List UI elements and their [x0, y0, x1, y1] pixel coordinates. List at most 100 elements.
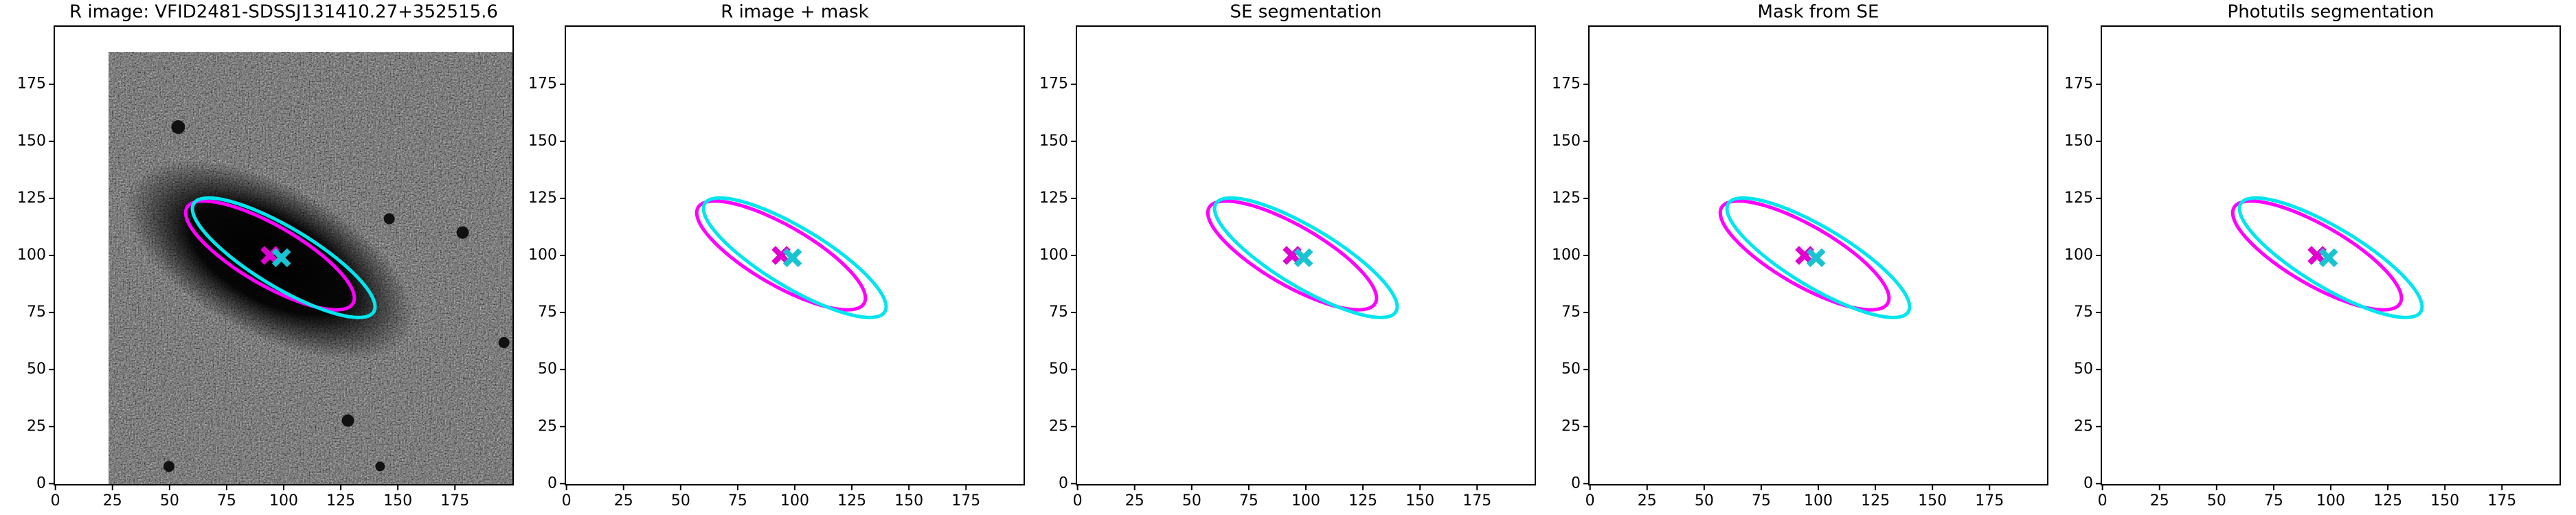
y-tick-label: 75 — [2074, 304, 2093, 321]
panel: R image + mask 0 25 50 75 100 125 150 175 0 25 50 75… — [528, 2, 1025, 510]
star — [163, 461, 174, 472]
segment-blob — [1081, 448, 1090, 457]
x-tick-label: 125 — [326, 492, 355, 510]
segment — [2182, 158, 2434, 352]
fit-ellipse — [694, 199, 868, 312]
star — [498, 336, 510, 348]
mask-region — [1851, 400, 1910, 454]
x-tick-label: 50 — [1695, 492, 1714, 510]
x-tick-label: 100 — [2316, 492, 2345, 510]
segment-blob — [1390, 216, 1396, 222]
mask-region — [1959, 218, 2031, 273]
x-tick-label: 75 — [1752, 492, 1771, 510]
y-tick-label: 75 — [1561, 304, 1581, 321]
y-tick-label: 25 — [538, 417, 557, 435]
segment-blob — [1524, 338, 1533, 347]
overlay — [694, 196, 888, 319]
x-tick-label: 150 — [894, 492, 923, 510]
star — [375, 461, 385, 472]
x-tick-label: 25 — [1638, 492, 1657, 510]
mask-region — [565, 429, 602, 485]
x-tick-label: 0 — [1585, 492, 1595, 510]
y-tick-label: 100 — [1552, 247, 1581, 264]
segment-blob — [2112, 206, 2119, 213]
y-tick-label: 125 — [528, 190, 557, 207]
y-tick-label: 50 — [27, 360, 46, 378]
center-marker — [1806, 248, 1826, 268]
y-tick-label: 50 — [538, 360, 557, 378]
star — [62, 451, 74, 464]
overlay — [2230, 196, 2424, 319]
segment-blob — [2191, 216, 2196, 222]
y-tick-label: 150 — [528, 133, 557, 150]
mask-blob — [1682, 102, 1737, 157]
x-tick-label: 125 — [1348, 492, 1377, 510]
y-tick-label: 25 — [1561, 417, 1581, 435]
segment-blob — [2417, 218, 2428, 229]
y-tick-label: 150 — [2064, 133, 2093, 150]
x-tick-label: 175 — [2487, 492, 2516, 510]
y-tick-label: 75 — [538, 304, 557, 321]
x-tick-label: 125 — [2373, 492, 2402, 510]
segment-blob — [1366, 416, 1375, 424]
y-tick-label: 150 — [17, 133, 46, 150]
x-tick-label: 50 — [671, 492, 690, 510]
y-tick-label: 125 — [1039, 190, 1068, 207]
panel-title: Photutils segmentation — [2228, 2, 2434, 23]
overlay — [1718, 196, 1912, 319]
panel: Mask from SE 0 25 50 75 100 125 150 175 0 25 50 75 10… — [1552, 2, 2048, 510]
x-tick-label: 175 — [1462, 492, 1491, 510]
y-tick-label: 150 — [1552, 133, 1581, 150]
segment-blob — [1193, 125, 1207, 139]
y-tick-label: 125 — [2064, 190, 2093, 207]
fit-ellipse — [1725, 196, 1912, 319]
panel: Photutils segmentation 0 25 50 75 100 125 150 17… — [2064, 2, 2561, 510]
fit-ellipse — [1206, 199, 1379, 312]
y-tick-label: 100 — [17, 247, 46, 264]
y-tick-label: 50 — [1561, 360, 1581, 378]
x-tick-label: 75 — [1239, 492, 1258, 510]
x-tick-label: 25 — [614, 492, 633, 510]
y-tick-label: 150 — [1039, 133, 1068, 150]
fit-ellipse — [701, 196, 888, 319]
x-tick-label: 175 — [440, 492, 469, 510]
y-tick-label: 75 — [27, 304, 46, 321]
star — [383, 213, 395, 225]
mask-region — [2005, 316, 2048, 376]
center-marker — [782, 248, 802, 268]
segment-blob — [1467, 458, 1475, 466]
x-tick-label: 100 — [780, 492, 809, 510]
x-tick-label: 100 — [1291, 492, 1320, 510]
y-tick-label: 0 — [1571, 474, 1581, 492]
y-tick-label: 50 — [2074, 360, 2093, 378]
overlay — [183, 196, 377, 319]
x-tick-label: 75 — [728, 492, 747, 510]
fit-ellipse — [190, 196, 377, 319]
panel-title: SE segmentation — [1230, 2, 1382, 23]
segment-blob — [2386, 201, 2395, 210]
mask-region — [827, 400, 886, 454]
x-tick-label: 100 — [269, 492, 298, 510]
y-tick-label: 175 — [2064, 76, 2093, 93]
segment — [1151, 152, 1414, 359]
star — [76, 204, 87, 215]
y-tick-label: 25 — [27, 417, 46, 435]
x-tick-label: 175 — [1975, 492, 2004, 510]
mask-region — [1677, 104, 1738, 165]
x-tick-label: 125 — [837, 492, 866, 510]
panel-title: R image + mask — [721, 2, 869, 23]
x-tick-label: 150 — [1918, 492, 1947, 510]
star — [171, 119, 185, 134]
y-tick-label: 100 — [528, 247, 557, 264]
y-tick-label: 50 — [1049, 360, 1068, 378]
mask-region — [924, 437, 984, 485]
y-tick-label: 175 — [1039, 76, 1068, 93]
x-tick-label: 0 — [2098, 492, 2108, 510]
segment-blob — [1482, 234, 1497, 249]
fit-ellipse — [183, 199, 357, 312]
y-tick-label: 175 — [1552, 76, 1581, 93]
x-tick-label: 25 — [103, 492, 122, 510]
x-tick-label: 50 — [2207, 492, 2226, 510]
image — [62, 52, 513, 485]
